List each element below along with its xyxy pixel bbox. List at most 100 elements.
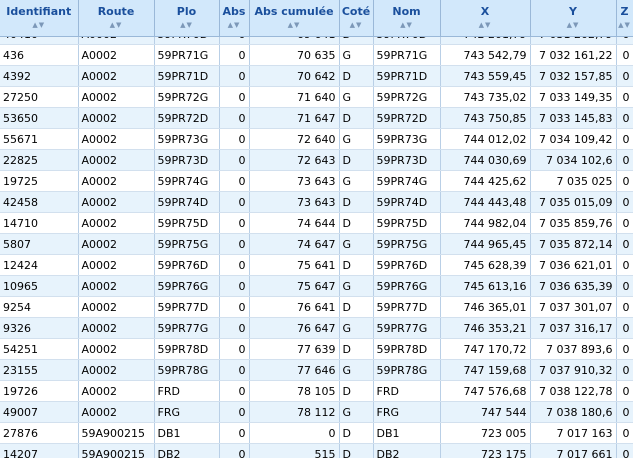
cell-z: 0 bbox=[616, 275, 633, 297]
cell-abs_cum: 76 647 bbox=[249, 317, 340, 339]
sort-arrows-icon[interactable]: ▲▼ bbox=[566, 21, 580, 29]
cell-route: 59A900215 bbox=[78, 443, 155, 458]
cell-x: 744 443,48 bbox=[440, 191, 531, 213]
cell-cote: D bbox=[339, 107, 374, 129]
column-header-label: Abs cumulée bbox=[254, 5, 334, 18]
cell-nom: DB1 bbox=[373, 422, 441, 444]
sort-arrows-icon[interactable]: ▲▼ bbox=[287, 21, 301, 29]
cell-x: 747 544 bbox=[440, 401, 531, 423]
sort-arrows-icon[interactable]: ▲▼ bbox=[180, 21, 193, 29]
table-row[interactable]: 27876 59A900215 DB1 0 0 D DB1 723 005 7 017 163 0 bbox=[0, 422, 633, 444]
cell-z: 0 bbox=[616, 212, 633, 234]
cell-abs_cum: 76 641 bbox=[249, 296, 340, 318]
table-row[interactable]: 436 A0002 59PR71G 0 70 635 G 59PR71G 743 542,79… bbox=[0, 44, 633, 66]
table-row[interactable]: 19726 A0002 FRD 0 78 105 D FRD 747 576,68 7 038 … bbox=[0, 380, 633, 402]
cell-route: A0002 bbox=[78, 37, 155, 45]
sort-arrows-icon[interactable]: ▲▼ bbox=[109, 21, 123, 29]
grid-body-viewport[interactable]: 40410A000259PR70D069 641D59PR70D742 201,… bbox=[0, 37, 633, 458]
column-header-id[interactable]: Identifiant ▲▼ bbox=[0, 0, 79, 37]
cell-route: A0002 bbox=[78, 128, 155, 150]
column-header-y[interactable]: Y ▲▼ bbox=[530, 0, 617, 37]
cell-abs: 0 bbox=[219, 443, 250, 458]
cell-route: A0002 bbox=[78, 86, 155, 108]
cell-cote: D bbox=[339, 191, 374, 213]
cell-id: 19725 bbox=[0, 170, 79, 192]
cell-abs: 0 bbox=[219, 128, 250, 150]
cell-route: A0002 bbox=[78, 401, 155, 423]
table-row[interactable]: 5807 A0002 59PR75G 0 74 647 G 59PR75G 744 965,4… bbox=[0, 233, 633, 255]
cell-cote: G bbox=[339, 275, 374, 297]
cell-y: 7 035 859,76 bbox=[530, 212, 617, 234]
column-header-route[interactable]: Route ▲▼ bbox=[78, 0, 155, 37]
cell-plo: 59PR78G bbox=[154, 359, 220, 381]
table-row[interactable]: 12424 A0002 59PR76D 0 75 641 D 59PR76D 745 628,… bbox=[0, 254, 633, 276]
header-row: Identifiant ▲▼ Route ▲▼ Plo ▲▼ Abs ▲▼ Abs cumulé… bbox=[0, 0, 633, 37]
column-header-nom[interactable]: Nom ▲▼ bbox=[373, 0, 441, 37]
cell-abs_cum: 73 643 bbox=[249, 191, 340, 213]
table-row[interactable]: 49007 A0002 FRG 0 78 112 G FRG 747 544 7 038 180… bbox=[0, 401, 633, 423]
cell-y: 7 037 893,6 bbox=[530, 338, 617, 360]
cell-cote: D bbox=[339, 443, 374, 458]
cell-y: 7 037 301,07 bbox=[530, 296, 617, 318]
cell-abs: 0 bbox=[219, 296, 250, 318]
cell-cote: G bbox=[339, 401, 374, 423]
cell-id: 27250 bbox=[0, 86, 79, 108]
sort-arrows-icon[interactable]: ▲▼ bbox=[349, 21, 363, 29]
table-row[interactable]: 9326 A0002 59PR77G 0 76 647 G 59PR77G 746 353,2… bbox=[0, 317, 633, 339]
table-row[interactable]: 10965 A0002 59PR76G 0 75 647 G 59PR76G 745 613,… bbox=[0, 275, 633, 297]
cell-cote: D bbox=[339, 149, 374, 171]
table-row[interactable]: 19725 A0002 59PR74G 0 73 643 G 59PR74G 744 425,… bbox=[0, 170, 633, 192]
cell-abs_cum: 75 641 bbox=[249, 254, 340, 276]
sort-arrows-icon[interactable]: ▲▼ bbox=[227, 21, 241, 29]
table-row[interactable]: 23155 A0002 59PR78G 0 77 646 G 59PR78G 747 159,… bbox=[0, 359, 633, 381]
cell-abs_cum: 77 646 bbox=[249, 359, 340, 381]
cell-y: 7 038 122,78 bbox=[530, 380, 617, 402]
cell-id: 42458 bbox=[0, 191, 79, 213]
cell-x: 746 365,01 bbox=[440, 296, 531, 318]
cell-id: 12424 bbox=[0, 254, 79, 276]
column-header-abs_cum[interactable]: Abs cumulée ▲▼ bbox=[249, 0, 340, 37]
table-row[interactable]: 55671 A0002 59PR73G 0 72 640 G 59PR73G 744 012,… bbox=[0, 128, 633, 150]
column-header-abs[interactable]: Abs ▲▼ bbox=[219, 0, 250, 37]
table-row[interactable]: 40410A000259PR70D069 641D59PR70D742 201,… bbox=[0, 37, 633, 45]
table-row[interactable]: 53650 A0002 59PR72D 0 71 647 D 59PR72D 743 750,… bbox=[0, 107, 633, 129]
table-row[interactable]: 4392 A0002 59PR71D 0 70 642 D 59PR71D 743 559,4… bbox=[0, 65, 633, 87]
cell-z: 0 bbox=[616, 128, 633, 150]
cell-y: 7 033 145,83 bbox=[530, 107, 617, 129]
column-header-z[interactable]: Z ▲▼ bbox=[616, 0, 633, 37]
column-header-label: Y bbox=[569, 5, 577, 18]
cell-route: A0002 bbox=[78, 170, 155, 192]
table-row[interactable]: 54251 A0002 59PR78D 0 77 639 D 59PR78D 747 170,… bbox=[0, 338, 633, 360]
cell-nom: 59PR74G bbox=[373, 170, 441, 192]
cell-route: A0002 bbox=[78, 44, 155, 66]
column-header-x[interactable]: X ▲▼ bbox=[440, 0, 531, 37]
sort-arrows-icon[interactable]: ▲▼ bbox=[478, 21, 492, 29]
cell-id: 54251 bbox=[0, 338, 79, 360]
table-row[interactable]: 42458 A0002 59PR74D 0 73 643 D 59PR74D 744 443,… bbox=[0, 191, 633, 213]
table-row[interactable]: 14710 A0002 59PR75D 0 74 644 D 59PR75D 744 982,… bbox=[0, 212, 633, 234]
table-row[interactable]: 9254 A0002 59PR77D 0 76 641 D 59PR77D 746 365,0… bbox=[0, 296, 633, 318]
cell-abs: 0 bbox=[219, 422, 250, 444]
cell-abs_cum: 71 647 bbox=[249, 107, 340, 129]
cell-x: 744 982,04 bbox=[440, 212, 531, 234]
cell-route: 59A900215 bbox=[78, 422, 155, 444]
cell-abs: 0 bbox=[219, 44, 250, 66]
cell-y: 7 037 910,32 bbox=[530, 359, 617, 381]
cell-cote: D bbox=[339, 254, 374, 276]
table-row[interactable]: 14207 59A900215 DB2 0 515 D DB2 723 175 7 017 66… bbox=[0, 443, 633, 458]
cell-plo: 59PR71D bbox=[154, 65, 220, 87]
column-header-plo[interactable]: Plo ▲▼ bbox=[154, 0, 220, 37]
table-row[interactable]: 27250 A0002 59PR72G 0 71 640 G 59PR72G 743 735,… bbox=[0, 86, 633, 108]
cell-abs_cum: 69 641 bbox=[249, 37, 340, 45]
cell-nom: 59PR73D bbox=[373, 149, 441, 171]
cell-y: 7 017 163 bbox=[530, 422, 617, 444]
column-header-cote[interactable]: Coté ▲▼ bbox=[339, 0, 374, 37]
table-row[interactable]: 22825 A0002 59PR73D 0 72 643 D 59PR73D 744 030,… bbox=[0, 149, 633, 171]
cell-id: 19726 bbox=[0, 380, 79, 402]
cell-x: 743 559,45 bbox=[440, 65, 531, 87]
sort-arrows-icon[interactable]: ▲▼ bbox=[32, 21, 46, 29]
cell-y: 7 038 180,6 bbox=[530, 401, 617, 423]
sort-arrows-icon[interactable]: ▲▼ bbox=[400, 21, 413, 29]
cell-id: 53650 bbox=[0, 107, 79, 129]
sort-arrows-icon[interactable]: ▲▼ bbox=[618, 21, 631, 29]
